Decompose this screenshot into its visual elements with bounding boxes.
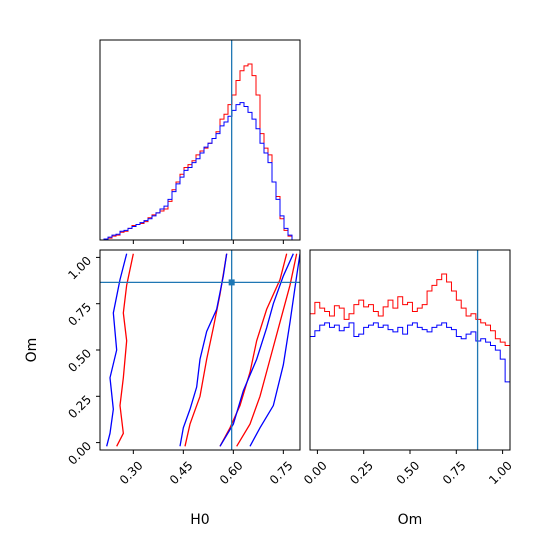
h0-marginal-panel: [99, 39, 301, 244]
om-xtick-label-4: 1.00: [486, 458, 515, 487]
ytick-label-2: 0.50: [65, 346, 94, 375]
xtick-label-3: 0.75: [267, 458, 296, 487]
truth-marker: [228, 279, 235, 286]
ytick-label-1: 0.25: [65, 393, 94, 422]
hist-series-0: [309, 273, 511, 450]
contour-0-0: [116, 253, 134, 447]
x-axis-label: H0: [190, 512, 209, 528]
ytick-label-3: 0.75: [65, 300, 94, 329]
contour-1-2: [219, 253, 294, 447]
contour-1-0: [106, 253, 128, 447]
om-x-axis-label: Om: [398, 512, 423, 528]
ytick-label-0: 0.00: [65, 439, 94, 468]
hist-series-0: [100, 63, 300, 241]
contour-frame: [99, 249, 301, 451]
om-xtick-label-1: 0.25: [347, 458, 376, 487]
om-marginal-panel: 0.00 0.25 0.50 0.75 1.00 Om: [301, 249, 515, 528]
contour-1-3: [249, 253, 300, 447]
xtick-label-1: 0.45: [167, 458, 196, 487]
hist-series-1: [309, 322, 511, 450]
contour-group: [106, 253, 300, 447]
om-xtick-label-3: 0.75: [440, 458, 469, 487]
xtick-label-0: 0.30: [117, 458, 146, 487]
xtick-label-2: 0.60: [217, 458, 246, 487]
contour-1-1: [179, 253, 228, 447]
ytick-label-4: 1.00: [65, 254, 94, 283]
h0-om-contour-panel: 0.30 0.45 0.60 0.75 0.00 0.25 0.50 0.75 1.00 H0 Om: [24, 249, 301, 528]
hist-series-1: [100, 102, 300, 241]
om-marginal-frame: [309, 249, 511, 451]
contour-0-3: [236, 253, 298, 447]
om-xtick-label-0: 0.00: [301, 458, 330, 487]
h0-marginal-frame: [99, 39, 301, 241]
y-axis-label: Om: [24, 338, 40, 363]
om-xtick-label-2: 0.50: [394, 458, 423, 487]
